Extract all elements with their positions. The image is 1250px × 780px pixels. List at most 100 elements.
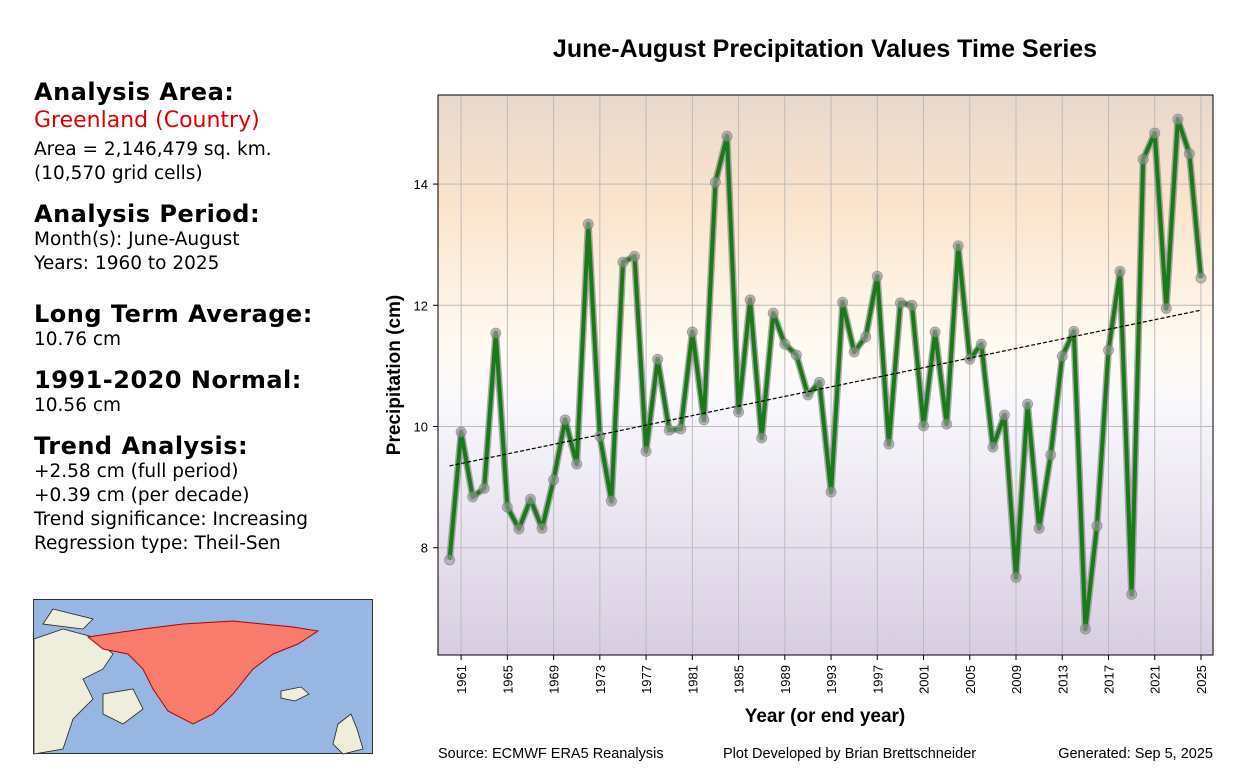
data-point bbox=[733, 406, 745, 418]
info-text: Month(s): June-August bbox=[34, 229, 240, 250]
y-axis-label: Precipitation (cm) bbox=[384, 295, 405, 455]
data-point bbox=[594, 430, 606, 442]
data-point bbox=[478, 482, 490, 494]
data-point bbox=[629, 250, 641, 262]
x-tick-label: 1965 bbox=[500, 665, 515, 694]
data-point bbox=[721, 130, 733, 142]
x-tick-label: 1997 bbox=[870, 665, 885, 694]
x-tick-label: 1993 bbox=[824, 665, 839, 694]
data-point bbox=[744, 294, 756, 306]
land bbox=[33, 628, 114, 755]
data-point bbox=[605, 495, 617, 507]
data-point bbox=[1068, 325, 1080, 337]
series-line bbox=[447, 117, 1203, 631]
data-point bbox=[998, 409, 1010, 421]
data-point bbox=[1010, 571, 1022, 583]
data-point bbox=[952, 240, 964, 252]
data-point bbox=[918, 420, 930, 432]
data-point bbox=[490, 327, 502, 339]
y-tick-label: 10 bbox=[414, 420, 428, 435]
heading: 1991-2020 Normal: bbox=[34, 366, 302, 394]
x-tick-label: 2013 bbox=[1055, 665, 1070, 694]
x-tick-label: 2001 bbox=[917, 665, 932, 694]
data-point bbox=[790, 349, 802, 361]
data-point bbox=[455, 426, 467, 438]
info-text: Area = 2,146,479 sq. km. bbox=[34, 139, 272, 160]
land bbox=[42, 608, 94, 630]
data-point bbox=[1114, 265, 1126, 277]
x-tick-label: 1981 bbox=[685, 665, 700, 694]
x-tick-label: 2025 bbox=[1194, 665, 1209, 694]
data-point bbox=[1195, 272, 1207, 284]
data-point bbox=[663, 424, 675, 436]
data-point bbox=[1172, 113, 1184, 125]
land bbox=[280, 686, 310, 702]
data-point bbox=[837, 296, 849, 308]
info-panel: Analysis Area: Greenland (Country) Area … bbox=[34, 78, 414, 556]
data-point bbox=[894, 297, 906, 309]
data-point bbox=[559, 414, 571, 426]
x-tick-label: 1985 bbox=[732, 665, 747, 694]
data-point bbox=[686, 326, 698, 338]
data-point bbox=[1102, 344, 1114, 356]
data-point bbox=[1033, 522, 1045, 534]
heading: Analysis Area: bbox=[34, 78, 235, 106]
land bbox=[102, 688, 144, 725]
data-point bbox=[640, 445, 652, 457]
info-text: +0.39 cm (per decade) bbox=[34, 485, 250, 506]
data-point bbox=[709, 176, 721, 188]
data-point bbox=[444, 554, 456, 566]
data-point bbox=[524, 493, 536, 505]
data-point bbox=[467, 491, 479, 503]
data-point bbox=[617, 256, 629, 268]
data-point bbox=[1045, 449, 1057, 461]
info-text: +2.58 cm (full period) bbox=[34, 461, 239, 482]
data-point bbox=[513, 523, 525, 535]
data-point bbox=[929, 326, 941, 338]
y-tick-label: 12 bbox=[414, 298, 428, 313]
data-point bbox=[964, 353, 976, 365]
data-point bbox=[1149, 127, 1161, 139]
data-point bbox=[501, 501, 513, 513]
footer-generated: Generated: Sep 5, 2025 bbox=[1058, 746, 1213, 762]
data-point bbox=[825, 486, 837, 498]
data-point bbox=[1160, 302, 1172, 314]
x-tick-label: 1973 bbox=[593, 665, 608, 694]
data-point bbox=[871, 270, 883, 282]
info-text: 10.56 cm bbox=[34, 395, 122, 416]
greenland bbox=[86, 620, 320, 725]
x-tick-label: 1961 bbox=[454, 665, 469, 694]
chart: June-August Precipitation Values Time Se… bbox=[384, 35, 1214, 727]
data-point bbox=[1137, 153, 1149, 165]
x-tick-label: 2021 bbox=[1148, 665, 1163, 694]
info-text: Regression type: Theil-Sen bbox=[34, 533, 281, 554]
locator-map bbox=[33, 599, 373, 755]
data-point bbox=[1056, 350, 1068, 362]
plot-frame bbox=[437, 94, 1214, 656]
heading: Trend Analysis: bbox=[34, 432, 249, 460]
data-point bbox=[582, 218, 594, 230]
data-point bbox=[1126, 588, 1138, 600]
data-point bbox=[860, 331, 872, 343]
data-point bbox=[975, 338, 987, 350]
data-point bbox=[1091, 520, 1103, 532]
data-point bbox=[941, 418, 953, 430]
x-tick-label: 2017 bbox=[1101, 665, 1116, 694]
data-point bbox=[883, 438, 895, 450]
data-point bbox=[698, 414, 710, 426]
data-point bbox=[987, 441, 999, 453]
trend-line bbox=[449, 309, 1202, 467]
x-tick-label: 1989 bbox=[778, 665, 793, 694]
y-tick-label: 14 bbox=[414, 177, 428, 192]
x-axis-label: Year (or end year) bbox=[745, 706, 906, 727]
y-tick-label: 8 bbox=[421, 541, 428, 556]
data-point bbox=[1022, 398, 1034, 410]
area-name: Greenland (Country) bbox=[34, 108, 260, 133]
data-point bbox=[848, 346, 860, 358]
data-point bbox=[779, 338, 791, 350]
data-point bbox=[756, 432, 768, 444]
data-point bbox=[767, 307, 779, 319]
data-point bbox=[571, 458, 583, 470]
data-point bbox=[652, 353, 664, 365]
footer-source: Source: ECMWF ERA5 Reanalysis bbox=[438, 746, 664, 762]
